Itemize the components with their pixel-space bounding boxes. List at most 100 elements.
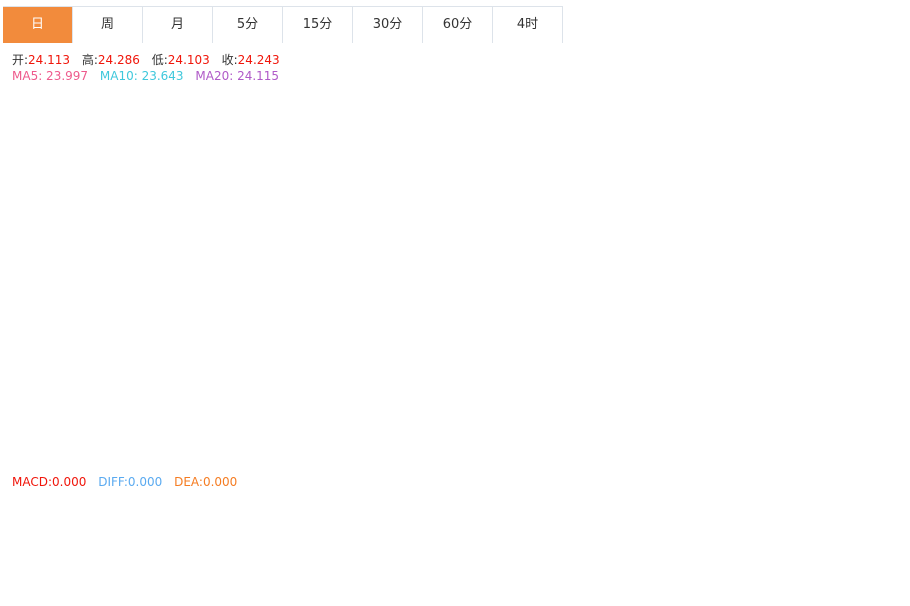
candle [338,271,348,315]
macd-bar [302,533,312,542]
macd-bar [614,512,624,542]
candle-body [122,433,132,439]
macd-bar [446,541,456,574]
macd-bar [326,533,336,542]
macd-bar [2,495,12,542]
candle-body [674,239,684,298]
tab-3[interactable]: 5分 [213,7,283,43]
close-value: 24.243 [237,53,280,67]
price-tick-label: 22.331 [839,334,881,348]
candle-body [530,243,540,253]
tab-6[interactable]: 60分 [423,7,493,43]
tab-1[interactable]: 周 [73,7,143,43]
candle [350,294,360,327]
candle [26,249,36,293]
macd-bar [170,541,180,554]
candle [698,284,708,317]
candle-body [458,288,468,344]
candle [650,199,660,235]
macd-bar [482,541,492,558]
candle-body [14,257,24,270]
macd-bar [362,541,372,547]
tab-4[interactable]: 15分 [283,7,353,43]
macd-bar [386,541,396,558]
macd-bar [410,541,420,572]
candle-body [2,267,12,281]
macd-bar [74,541,84,548]
open-value: 24.113 [28,53,71,67]
candle [170,356,180,380]
candle-body [170,363,180,379]
candle-body [662,232,672,240]
macd-bar [578,508,588,542]
candle-body [302,306,312,311]
candle [770,194,780,228]
candle [494,214,504,249]
candle-body [50,306,60,329]
candle [218,294,228,338]
macd-bar [374,541,384,549]
macd-bar [494,541,504,560]
price-tick-label: 21.477 [839,394,881,408]
macd-bar [650,541,660,548]
candle [518,223,528,267]
macd-bar [38,513,48,542]
candle-body [614,123,624,137]
macd-bar [686,541,696,567]
candle-body [386,280,396,295]
macd-bar [734,541,744,550]
ma10-line [6,181,788,399]
candle-body [578,152,588,182]
candle-body [566,180,576,204]
candle-body [590,152,600,156]
macd-bar [638,538,648,542]
price-tick-label: 24.892 [839,154,881,168]
candle-body [434,320,444,349]
macd-bar [662,541,672,557]
tab-5[interactable]: 30分 [353,7,423,43]
candle [566,163,576,208]
diff-value: DIFF:0.000 [98,475,163,489]
price-tick-label: 26.172 [839,64,881,78]
ma20-value: MA20: 24.115 [195,69,280,83]
macd-bar [434,541,444,579]
macd-bar [266,533,276,542]
candle [434,312,444,352]
macd-bar [746,541,756,549]
macd-value: MACD:0.000 [12,475,87,489]
candle [722,209,732,242]
macd-bar [254,528,264,542]
candle [134,392,144,449]
ma20-line [6,215,788,360]
macd-bar [542,537,552,542]
last-price-badge [834,198,906,215]
candle [266,271,276,302]
candle-body [26,258,36,288]
candle [554,200,564,257]
macd-bar [338,540,348,542]
candle [662,222,672,254]
candle-body [290,302,300,306]
macd-bar [506,541,516,560]
high-value: 24.286 [97,53,140,67]
candle [230,272,240,319]
candle-body [758,221,768,242]
candle [686,288,696,315]
tab-7[interactable]: 4时 [493,7,563,43]
candle [542,234,552,254]
candle-body [182,363,192,379]
diff-line [6,521,788,592]
candle-body [194,318,204,379]
price-tick-label: 21.904 [839,364,881,378]
macd-bar [194,539,204,542]
ma5-line [6,148,788,427]
tab-2[interactable]: 月 [143,7,213,43]
candle [2,261,12,310]
candle [782,203,792,217]
candle [410,306,420,344]
candle-body [770,214,780,223]
candle [254,245,264,304]
tab-0[interactable]: 日 [3,7,73,43]
candle [578,151,588,187]
